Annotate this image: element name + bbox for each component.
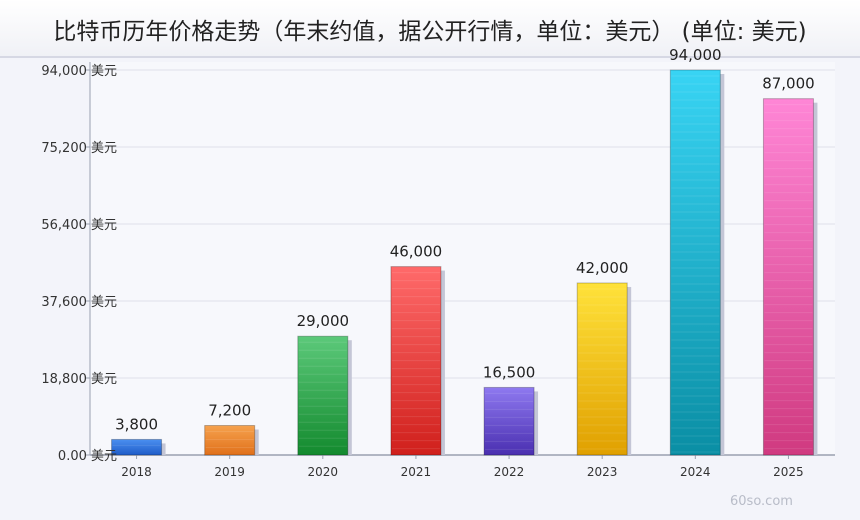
chart-title: 比特币历年价格走势（年末约值，据公开行情，单位：美元） (单位: 美元): [53, 19, 807, 45]
x-tick-label: 2021: [401, 465, 432, 479]
x-tick-label: 2019: [214, 465, 245, 479]
data-label: 16,500: [483, 363, 536, 381]
data-label: 7,200: [208, 402, 251, 420]
x-tick-label: 2025: [773, 465, 804, 479]
data-label: 3,800: [115, 415, 158, 433]
watermark: 60so.com: [730, 494, 793, 509]
bar-2020: [297, 335, 349, 456]
data-label: 29,000: [297, 312, 350, 330]
bar-2019: [204, 425, 256, 456]
bar-2024: [669, 69, 721, 456]
data-label: 42,000: [576, 259, 629, 277]
x-tick-label: 2023: [587, 465, 618, 479]
y-tick-label: 75,200 美元: [41, 141, 117, 156]
x-tick-label: 2024: [680, 465, 711, 479]
y-tick-label: 56,400 美元: [41, 218, 117, 233]
data-label: 87,000: [762, 75, 815, 93]
title-bar: 比特币历年价格走势（年末约值，据公开行情，单位：美元） (单位: 美元): [0, 0, 860, 58]
x-tick-label: 2022: [494, 465, 525, 479]
y-tick-label: 18,800 美元: [41, 372, 117, 387]
bar-2023: [576, 282, 628, 456]
bar-2025: [762, 98, 814, 456]
x-tick-label: 2020: [308, 465, 339, 479]
data-label: 46,000: [390, 243, 443, 261]
data-label: 94,000: [669, 46, 722, 64]
y-tick-label: 94,000 美元: [41, 64, 117, 79]
bars: [111, 69, 818, 456]
bar-2022: [483, 386, 535, 456]
bar-2021: [390, 266, 442, 456]
x-tick-label: 2018: [121, 465, 152, 479]
bar-2018: [111, 438, 163, 456]
y-tick-label: 37,600 美元: [41, 295, 117, 310]
labels: 0.00 美元 18,800 美元 37,600 美元 56,400 美元 75,200…: [41, 46, 814, 479]
y-tick-label: 0.00 美元: [58, 449, 117, 464]
